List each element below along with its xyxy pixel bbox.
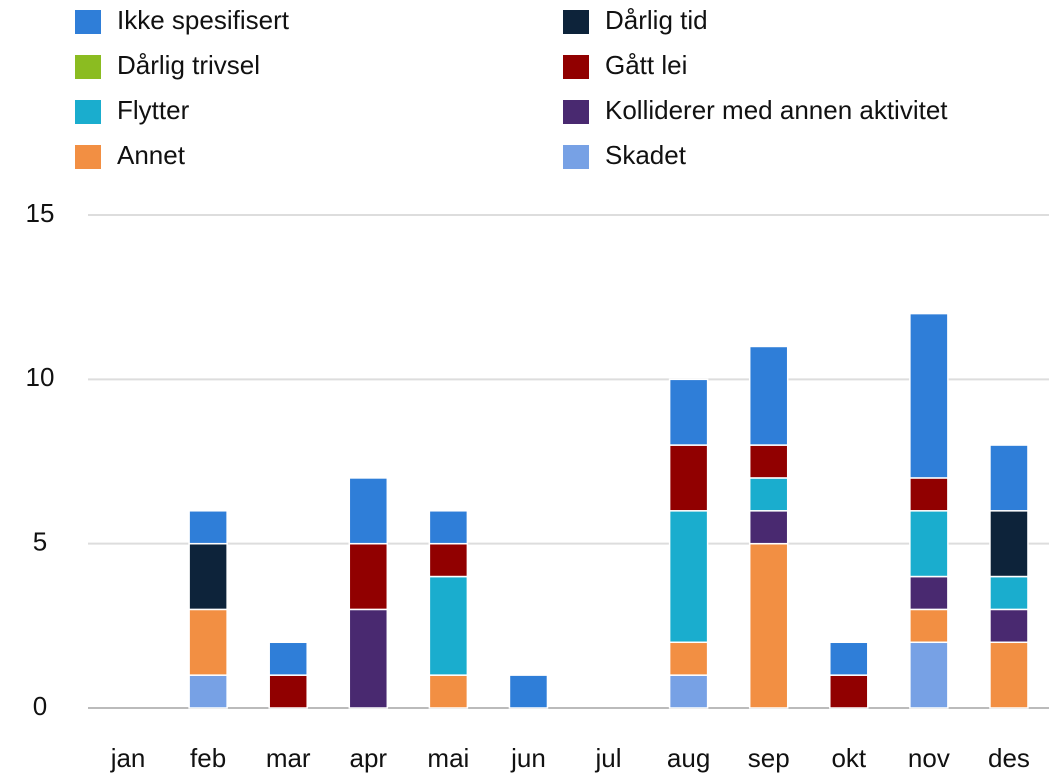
bar-segment bbox=[748, 510, 789, 545]
legend-label: Ikke spesifisert bbox=[117, 5, 290, 35]
legend-swatch bbox=[563, 145, 589, 169]
legend-label: Annet bbox=[117, 140, 186, 170]
bar-segment bbox=[989, 510, 1029, 578]
legend-label: Kolliderer med annen aktivitet bbox=[605, 95, 948, 125]
legend-label: Skadet bbox=[605, 140, 687, 170]
legend-swatch bbox=[563, 55, 589, 79]
legend-swatch bbox=[563, 100, 589, 124]
bar-segment bbox=[668, 378, 709, 446]
bar-segment bbox=[268, 641, 308, 676]
bar-segment bbox=[188, 608, 228, 676]
bar-segment bbox=[188, 674, 228, 709]
bar-segment bbox=[989, 641, 1029, 709]
x-tick-label: nov bbox=[908, 743, 950, 773]
bar-segment bbox=[989, 608, 1029, 644]
bar-segment bbox=[989, 575, 1029, 611]
legend-swatch bbox=[75, 10, 101, 34]
x-tick-label: jan bbox=[110, 743, 146, 773]
bar-segment bbox=[668, 674, 709, 709]
bar-segment bbox=[748, 345, 789, 446]
bar-segment bbox=[909, 641, 949, 709]
bar-segment bbox=[428, 575, 469, 676]
bar-segment bbox=[909, 477, 949, 512]
x-tick-label: apr bbox=[350, 743, 388, 773]
bar-segment bbox=[188, 510, 228, 545]
x-tick-label: aug bbox=[667, 743, 710, 773]
bar-segment bbox=[829, 674, 869, 709]
x-tick-label: mar bbox=[266, 743, 311, 773]
x-tick-label: feb bbox=[190, 743, 226, 773]
legend-label: Flytter bbox=[117, 95, 190, 125]
legend-swatch bbox=[75, 145, 101, 169]
bar-segment bbox=[348, 608, 389, 709]
bar-segment bbox=[428, 510, 469, 545]
x-tick-label: sep bbox=[748, 743, 790, 773]
bar-segment bbox=[748, 444, 789, 479]
y-tick-label: 10 bbox=[26, 362, 55, 392]
bar-segment bbox=[508, 674, 549, 709]
bar-segment bbox=[909, 510, 949, 578]
legend-swatch bbox=[75, 100, 101, 124]
bar-segment bbox=[428, 674, 469, 709]
x-tick-label: jun bbox=[510, 743, 546, 773]
bar-segment bbox=[989, 444, 1029, 512]
legend-label: Gått lei bbox=[605, 50, 687, 80]
x-tick-label: jul bbox=[595, 743, 622, 773]
bar-segment bbox=[909, 608, 949, 644]
bar-segment bbox=[268, 674, 308, 709]
bar-segment bbox=[909, 575, 949, 611]
x-tick-label: okt bbox=[831, 743, 866, 773]
bar-segment bbox=[748, 542, 789, 709]
bar-segment bbox=[348, 477, 389, 545]
bar-segment bbox=[748, 477, 789, 512]
bar-segment bbox=[668, 510, 709, 644]
bar-segment bbox=[348, 542, 389, 611]
x-tick-label: des bbox=[988, 743, 1030, 773]
y-tick-label: 15 bbox=[26, 198, 55, 228]
bar-segment bbox=[668, 641, 709, 676]
bar-segment bbox=[188, 542, 228, 611]
bar-segment bbox=[829, 641, 869, 676]
bar-segment bbox=[428, 542, 469, 578]
legend-label: Dårlig tid bbox=[605, 5, 708, 35]
bar-segment bbox=[909, 312, 949, 479]
legend-swatch bbox=[75, 55, 101, 79]
y-tick-label: 0 bbox=[33, 691, 47, 721]
y-tick-label: 5 bbox=[33, 527, 47, 557]
legend-swatch bbox=[563, 10, 589, 34]
bar-segment bbox=[668, 444, 709, 512]
legend-label: Dårlig trivsel bbox=[117, 50, 260, 80]
x-tick-label: mai bbox=[427, 743, 469, 773]
